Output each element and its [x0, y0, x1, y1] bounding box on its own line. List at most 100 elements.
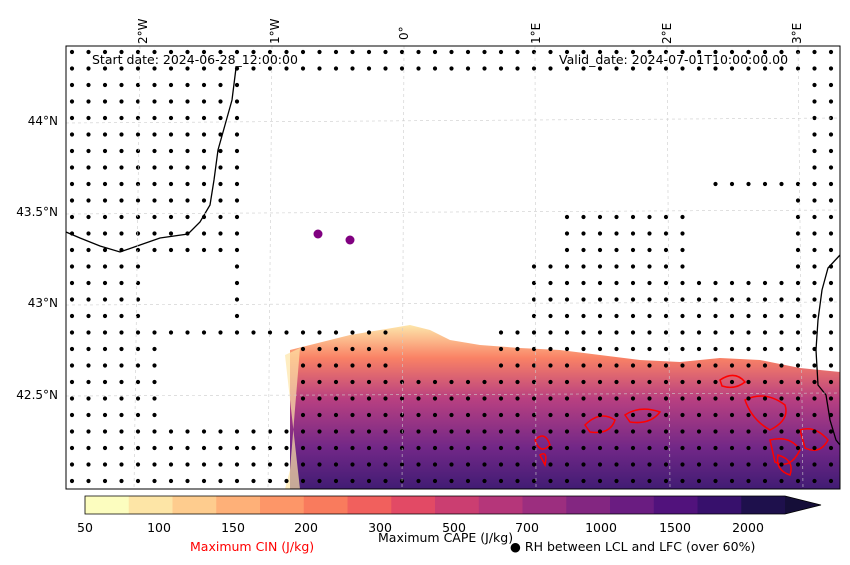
- rh-dot: [663, 280, 669, 286]
- rh-dot: [234, 165, 240, 170]
- rh-dot: [713, 313, 718, 319]
- rh-dot: [680, 313, 685, 319]
- colorbar-tick: 1000: [585, 520, 617, 535]
- rh-dot: [135, 264, 141, 269]
- rh-dot: [663, 396, 669, 401]
- cape-field: [290, 325, 840, 489]
- rh-dot: [614, 247, 619, 253]
- rh-dot: [449, 478, 454, 484]
- rh-dot: [614, 66, 619, 71]
- rh-dot: [597, 462, 603, 467]
- rh-dot: [746, 445, 751, 451]
- rh-dot: [69, 214, 75, 220]
- rh-dot: [828, 379, 834, 385]
- rh-dot: [119, 363, 124, 368]
- rh-dot: [762, 181, 768, 187]
- rh-dot: [630, 445, 636, 451]
- rh-dot: [152, 132, 157, 137]
- rh-dot: [746, 313, 751, 319]
- rh-dot: [564, 231, 570, 236]
- rh-dot: [102, 132, 108, 137]
- rh-dot: [218, 198, 223, 203]
- rh-dot: [630, 66, 636, 71]
- rh-dot: [102, 214, 108, 220]
- rh-dot: [432, 49, 438, 55]
- rh-dot: [300, 330, 306, 335]
- rh-dot: [663, 214, 669, 220]
- rh-dot: [234, 132, 240, 137]
- rh-dot: [762, 280, 768, 286]
- rh-dot: [597, 445, 603, 451]
- rh-dot: [465, 412, 471, 418]
- rh-dot: [135, 396, 141, 401]
- rh-dot: [86, 49, 91, 55]
- coastline: [66, 67, 237, 253]
- rh-dot: [828, 165, 834, 170]
- rh-dot: [152, 165, 157, 170]
- colorbar-segment: [260, 496, 305, 514]
- rh-dot: [317, 412, 322, 418]
- rh-dot: [663, 297, 669, 302]
- rh-dot: [119, 231, 124, 236]
- rh-dot: [597, 264, 603, 269]
- rh-dot: [185, 99, 190, 104]
- rh-dot: [234, 49, 240, 55]
- rh-dot: [762, 429, 768, 434]
- rh-dot: [135, 346, 141, 352]
- rh-dot: [465, 478, 471, 484]
- rh-dot: [300, 445, 306, 451]
- rh-dot: [119, 132, 124, 137]
- rh-dot: [135, 429, 141, 434]
- rh-dot: [432, 478, 438, 484]
- rh-dot: [680, 429, 685, 434]
- rh-dot: [300, 412, 306, 418]
- rh-dot: [597, 363, 603, 368]
- rh-dot: [317, 66, 322, 71]
- rh-dot: [168, 478, 174, 484]
- rh-dot: [746, 346, 751, 352]
- rh-dot: [185, 82, 190, 88]
- rh-dot: [746, 49, 751, 55]
- rh-dot: [300, 462, 306, 467]
- rh-dot: [69, 132, 75, 137]
- rh-dot: [234, 82, 240, 88]
- rh-dot: [614, 330, 619, 335]
- rh-dot: [828, 330, 834, 335]
- rh-dot: [482, 445, 487, 451]
- rh-dot: [152, 396, 157, 401]
- longitude-label: 2°W: [136, 18, 150, 45]
- rh-dot: [630, 214, 636, 220]
- rh-dot: [746, 412, 751, 418]
- rh-dot: [515, 330, 520, 335]
- rh-dot: [69, 280, 75, 286]
- rh-dot: [135, 82, 141, 88]
- rh-dot: [729, 66, 735, 71]
- rh-dot: [812, 429, 817, 434]
- rh-dot: [647, 346, 652, 352]
- rh-dot: [251, 330, 256, 335]
- rh-dot: [135, 379, 141, 385]
- rh-dot: [69, 330, 75, 335]
- rh-dot: [399, 379, 405, 385]
- rh-dot: [779, 346, 784, 352]
- rh-dot: [119, 165, 124, 170]
- rh-dot: [168, 49, 174, 55]
- rh-dot: [762, 412, 768, 418]
- rh-dot: [713, 396, 718, 401]
- cape-field-light-edge: [285, 348, 300, 489]
- rh-dot: [630, 396, 636, 401]
- rh-dot: [86, 99, 91, 104]
- rh-dot: [746, 396, 751, 401]
- rh-dot: [416, 66, 421, 71]
- rh-dot: [152, 247, 157, 253]
- rh-dot: [482, 49, 487, 55]
- rh-dot: [614, 396, 619, 401]
- rh-dot: [812, 247, 817, 253]
- rh-dot: [812, 313, 817, 319]
- rh-dot: [317, 429, 322, 434]
- rh-dot: [680, 445, 685, 451]
- longitude-label: 3°E: [790, 22, 804, 44]
- rh-dot: [135, 445, 141, 451]
- colorbar-tick: 2000: [732, 520, 764, 535]
- rh-dot: [498, 363, 504, 368]
